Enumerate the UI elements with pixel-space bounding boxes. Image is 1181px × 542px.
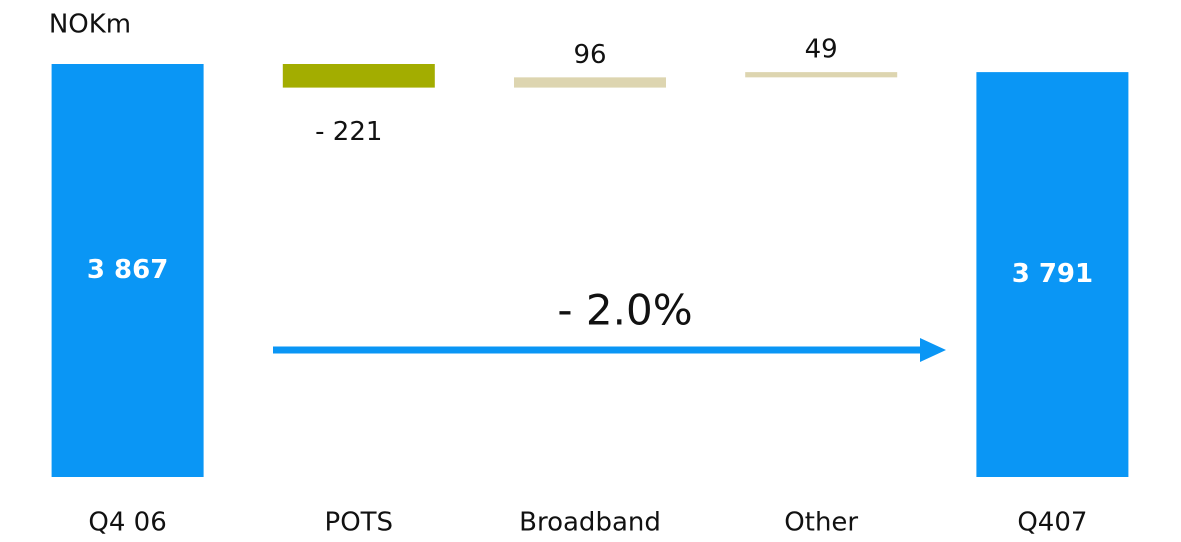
x-tick-label: Q407	[1017, 508, 1087, 538]
x-tick-label: Q4 06	[88, 508, 166, 538]
x-tick-label: POTS	[325, 508, 394, 538]
value-label: - 221	[315, 117, 382, 147]
delta-bar	[514, 77, 666, 88]
change-arrow-head	[920, 338, 946, 362]
total-bar	[51, 64, 204, 477]
delta-bar	[745, 72, 898, 78]
value-label: 3 791	[1012, 259, 1093, 289]
total-bar	[976, 72, 1129, 478]
x-tick-label: Broadband	[519, 508, 661, 538]
change-annotation: - 2.0%	[557, 286, 692, 335]
unit-label: NOKm	[49, 10, 131, 40]
x-tick-label: Other	[784, 508, 858, 538]
value-label: 96	[573, 40, 606, 70]
value-label: 49	[805, 35, 838, 65]
delta-bar	[282, 64, 435, 88]
value-label: 3 867	[87, 255, 168, 285]
